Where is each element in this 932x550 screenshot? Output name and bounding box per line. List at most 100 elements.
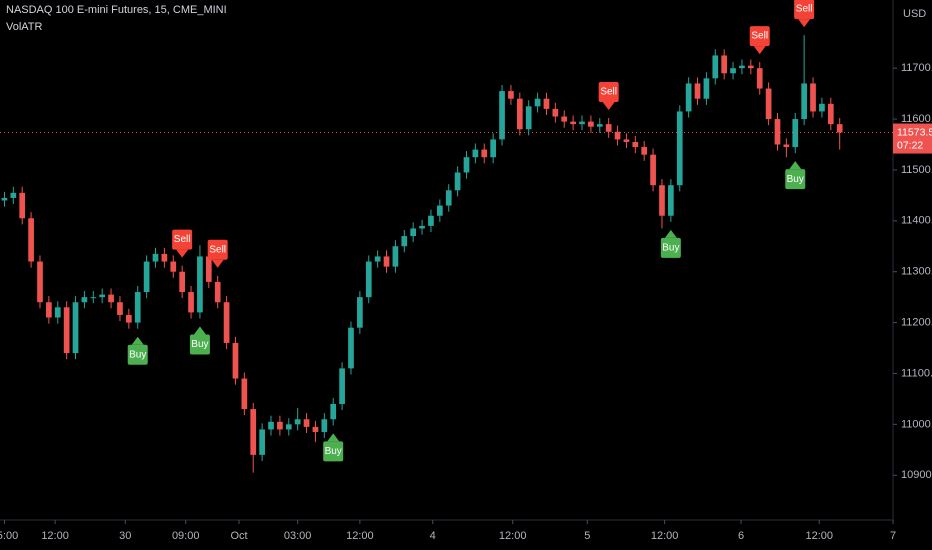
candle-body: [614, 131, 621, 140]
candle-body: [436, 205, 443, 216]
candle-body: [588, 121, 594, 127]
candle-body: [730, 68, 736, 74]
candle-body: [161, 253, 168, 262]
candle-body: [747, 65, 754, 69]
signal-arrow: [602, 102, 615, 111]
candle-body: [303, 419, 310, 427]
candle-body: [534, 98, 541, 107]
candle-body: [54, 307, 61, 318]
candle-body: [134, 292, 141, 323]
candle-body: [63, 307, 70, 354]
candle-body: [197, 256, 203, 313]
signal-arrow: [211, 259, 224, 268]
candle-body: [250, 409, 257, 455]
x-tick-label: 30: [119, 530, 131, 542]
candle-body: [357, 297, 363, 328]
candle-body: [605, 124, 612, 132]
candle-body: [410, 228, 417, 237]
candle-body: [481, 149, 488, 158]
signal-box: [207, 239, 228, 260]
candle-body: [810, 83, 816, 112]
signal-box: [189, 334, 210, 355]
x-tick-label: 09:00: [172, 530, 200, 542]
signal-label: Buy: [787, 174, 804, 185]
x-tick-label: 12:00: [41, 530, 69, 542]
candle-body: [801, 83, 807, 120]
candle-body: [1, 197, 8, 201]
countdown: 07:22: [897, 139, 923, 151]
y-tick-label: 11100.00: [901, 367, 932, 379]
signal: Buy: [660, 229, 681, 258]
signal-label: Sell: [209, 244, 226, 255]
signal-label: Sell: [796, 4, 813, 15]
candle-body: [125, 314, 132, 323]
candle-body: [179, 271, 185, 293]
candle-body: [650, 154, 656, 186]
signal-box: [794, 0, 815, 20]
signal-box: [127, 344, 148, 365]
candle-body: [312, 426, 319, 432]
signal-label: Sell: [751, 31, 768, 42]
signal-arrow: [327, 433, 340, 442]
signal: Sell: [794, 0, 815, 28]
candle-body: [827, 103, 834, 125]
candle-body: [117, 302, 123, 315]
candle-body: [721, 55, 728, 74]
candle-body: [401, 236, 408, 247]
candle-body: [685, 83, 692, 112]
candle-body: [472, 149, 479, 158]
candle-body: [463, 157, 470, 173]
y-tick-label: 11400.00: [901, 215, 932, 227]
candle-body: [641, 147, 648, 155]
candle-body: [81, 297, 88, 303]
candle-body: [321, 419, 328, 432]
x-tick-label: 5: [584, 530, 590, 542]
indicator-name: VolATR: [6, 21, 43, 33]
signal-arrow: [664, 229, 677, 238]
candle-body: [294, 419, 301, 425]
candle-body: [428, 215, 434, 226]
signal-arrow: [193, 326, 206, 335]
candle-body: [552, 108, 559, 117]
candle-body: [454, 172, 461, 191]
signal-label: Sell: [174, 234, 191, 245]
candle-body: [241, 378, 248, 410]
chart-title: NASDAQ 100 E-mini Futures, 15, CME_MINI: [6, 4, 227, 16]
candle-body: [232, 342, 239, 379]
signal-arrow: [789, 161, 802, 170]
signal: Buy: [785, 161, 806, 190]
signal-label: Sell: [600, 87, 617, 98]
candle-body: [374, 256, 381, 262]
signal: Buy: [189, 326, 210, 355]
candle-body: [596, 124, 603, 127]
candle-body: [10, 192, 17, 198]
candle-body: [516, 98, 523, 130]
last-price-label: 11573.50: [897, 126, 932, 138]
candle-body: [668, 185, 674, 216]
candle-body: [419, 225, 425, 229]
y-tick-label: 11700.00: [901, 62, 932, 74]
candle-body: [632, 141, 639, 148]
candle-body: [739, 65, 745, 69]
candle-body: [783, 144, 790, 148]
candle-body: [712, 55, 719, 79]
y-tick-label: 11000.00: [901, 418, 932, 430]
x-tick-label: 12:00: [499, 530, 527, 542]
signal: Sell: [207, 239, 228, 268]
signal-label: Buy: [191, 339, 208, 350]
candle-body: [339, 368, 345, 404]
candle-body: [365, 261, 372, 298]
signal-arrow: [798, 19, 811, 28]
signal-box: [785, 169, 806, 190]
signal-box: [660, 237, 681, 258]
candle-body: [348, 327, 354, 369]
candle-body: [205, 256, 212, 282]
x-tick-label: 05:00: [0, 530, 18, 542]
signal-label: Buy: [662, 242, 679, 253]
signal-label: Buy: [325, 446, 342, 457]
candle-body: [99, 294, 106, 298]
candle-body: [525, 106, 532, 130]
